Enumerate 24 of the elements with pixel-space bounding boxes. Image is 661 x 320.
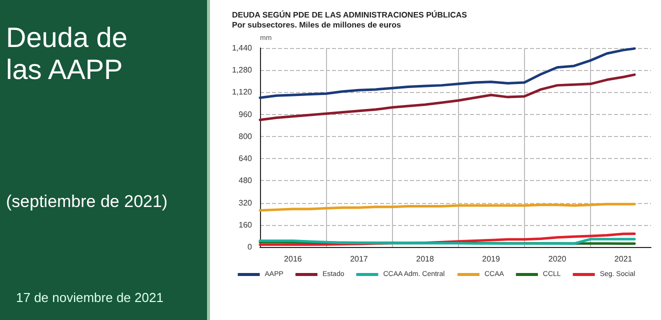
y-tick-label: 480: [238, 176, 253, 186]
x-tick-label: 2019: [482, 254, 501, 264]
y-tick-label: 1,440: [232, 44, 253, 52]
x-tick-label: 2017: [350, 254, 368, 264]
x-tick-label: 2016: [284, 254, 302, 264]
y-tick-label: 1,280: [232, 66, 253, 75]
y-tick-label: 800: [238, 132, 253, 141]
line-series: [258, 202, 636, 212]
y-tick-label: 320: [238, 198, 253, 208]
y-tick-label: 640: [238, 154, 253, 164]
line-series: [258, 73, 636, 122]
text: (septiembre de 2021): [6, 192, 168, 212]
x-tick-label: 2021: [614, 254, 633, 264]
chart-subtitle: Por subsectores. Miles de millones de euros: [232, 20, 402, 30]
text: Deuda de las AAPP: [6, 22, 128, 86]
y-tick-label: 1,120: [232, 88, 253, 97]
y-tick-label: 960: [238, 110, 253, 119]
text: 17 de noviembre de 2021: [16, 290, 164, 305]
x-tick-label: 2020: [548, 254, 567, 264]
x-tick-label: 2018: [416, 254, 434, 264]
y-tick-label: 0: [248, 242, 253, 252]
chart-title: DEUDA SEGÚN PDE DE LAS ADMINISTRACIONES PÚBLICAS: [232, 10, 468, 20]
line-series: [258, 47, 636, 99]
y-tick-label: 160: [238, 220, 253, 230]
